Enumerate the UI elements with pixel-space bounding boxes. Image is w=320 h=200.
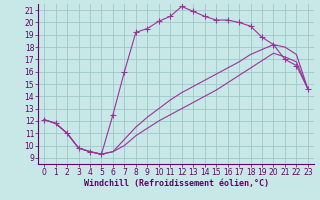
X-axis label: Windchill (Refroidissement éolien,°C): Windchill (Refroidissement éolien,°C) <box>84 179 268 188</box>
